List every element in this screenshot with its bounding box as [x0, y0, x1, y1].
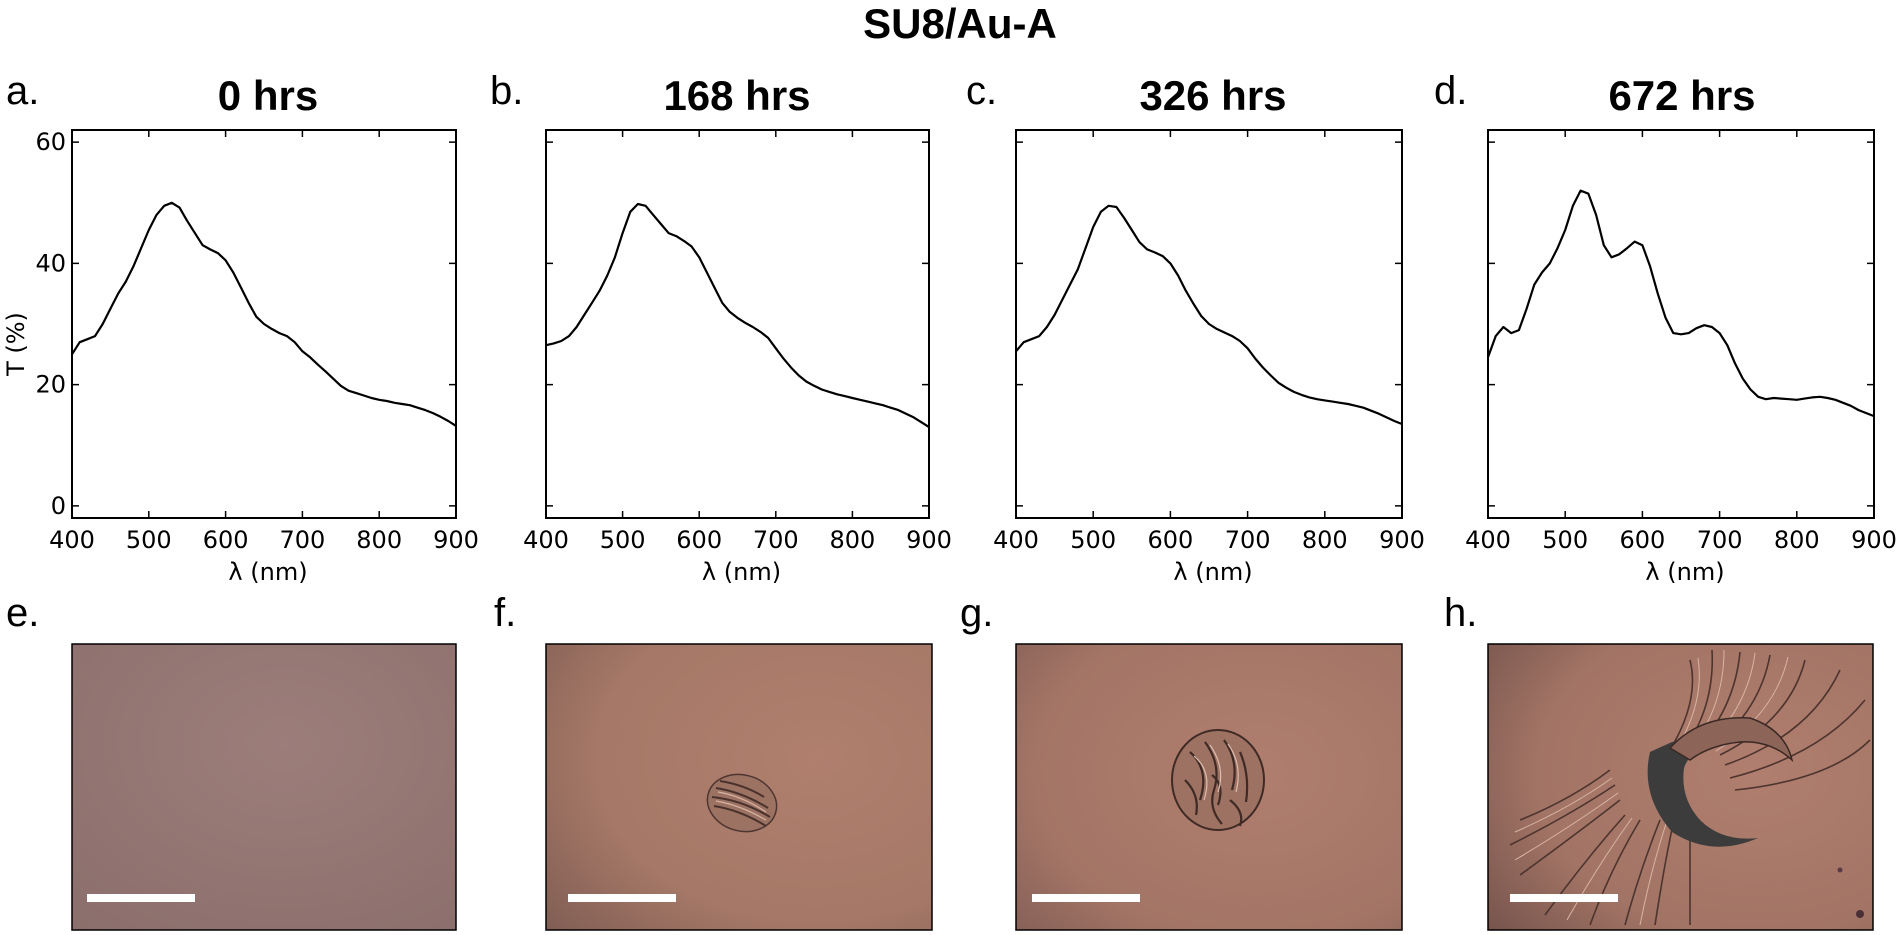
- x-tick-label: 700: [279, 526, 325, 554]
- x-tick-label: 500: [1070, 526, 1116, 554]
- y-tick-label: 60: [35, 128, 66, 156]
- x-tick-label: 400: [49, 526, 95, 554]
- x-tick-label: 600: [203, 526, 249, 554]
- x-tick-label: 900: [433, 526, 479, 554]
- delaminated-hole: [1647, 740, 1758, 847]
- x-tick-label: 800: [829, 526, 875, 554]
- x-tick-label: 900: [1379, 526, 1425, 554]
- x-axis-label: λ (nm): [702, 558, 781, 586]
- chart-panel-c: c. 326 hrs 400 500 600 700 800 900 λ (nm): [966, 69, 1425, 586]
- x-axis-label: λ (nm): [1645, 558, 1724, 586]
- x-tick-label: 400: [1465, 526, 1511, 554]
- spectrum-line: [1486, 189, 1875, 418]
- plot-frame: [545, 129, 930, 519]
- panel-label: h.: [1444, 591, 1477, 635]
- chart-panel-b: b. 168 hrs 400 500 600 700 800 900 λ (nm): [490, 69, 952, 586]
- debris-spot: [1837, 867, 1843, 873]
- image-panel-g: g.: [960, 591, 1403, 931]
- folded-film-edge: [1668, 717, 1794, 763]
- panel-label: c.: [966, 69, 997, 113]
- scale-bar: [87, 894, 195, 902]
- plot-frame: [1487, 129, 1875, 519]
- plot-frame: [71, 129, 457, 519]
- x-tick-label: 500: [1542, 526, 1588, 554]
- wrinkled-blister: [706, 773, 778, 833]
- scale-bar: [1510, 894, 1618, 902]
- x-tick-label: 700: [1697, 526, 1743, 554]
- x-tick-label: 700: [1225, 526, 1271, 554]
- plot-frame: [1015, 129, 1403, 519]
- scale-bar: [568, 894, 676, 902]
- x-tick-label: 500: [600, 526, 646, 554]
- panel-label: e.: [6, 591, 39, 635]
- panel-label: f.: [494, 591, 516, 635]
- x-tick-label: 800: [1302, 526, 1348, 554]
- chart-title: 672 hrs: [1608, 72, 1755, 119]
- wrinkle-field-highlight: [1514, 649, 1789, 926]
- x-tick-label: 900: [1851, 526, 1897, 554]
- x-tick-label: 800: [1774, 526, 1820, 554]
- panel-label: a.: [6, 69, 39, 113]
- x-tick-label: 700: [753, 526, 799, 554]
- x-tick-label: 600: [1147, 526, 1193, 554]
- panel-label: b.: [490, 69, 523, 113]
- spectrum-line: [545, 202, 930, 429]
- image-panel-f: f.: [494, 591, 933, 931]
- chart-title: 326 hrs: [1139, 72, 1286, 119]
- chart-panel-a: a. 0 hrs 400 500 600 700 800 900 0 20 40 60 λ (nm)…: [2, 69, 479, 586]
- x-axis-label: λ (nm): [1173, 558, 1252, 586]
- wrinkle-field: [1509, 649, 1871, 926]
- x-axis-label: λ (nm): [228, 558, 307, 586]
- chart-title: 168 hrs: [663, 72, 810, 119]
- x-tick-label: 900: [906, 526, 952, 554]
- x-tick-label: 600: [1619, 526, 1665, 554]
- y-tick-label: 0: [51, 492, 66, 520]
- figure-title: SU8/Au-A: [863, 0, 1057, 47]
- y-tick-label: 20: [35, 371, 66, 399]
- chart-panel-d: d. 672 hrs 400 500 600 700 800 900 λ (nm): [1434, 69, 1897, 586]
- panel-label: g.: [960, 591, 993, 635]
- x-tick-label: 500: [126, 526, 172, 554]
- y-axis-label: T (%): [2, 312, 30, 377]
- spectrum-line: [71, 201, 457, 427]
- micrograph: [71, 643, 457, 931]
- spectrum-line: [1015, 204, 1403, 426]
- x-tick-label: 400: [523, 526, 569, 554]
- image-panel-h: h.: [1444, 591, 1874, 931]
- y-tick-label: 40: [35, 249, 66, 277]
- scale-bar: [1032, 894, 1140, 902]
- image-panel-e: e.: [6, 591, 457, 931]
- wrinkled-blister: [1171, 729, 1265, 831]
- x-tick-label: 400: [993, 526, 1039, 554]
- x-tick-label: 600: [676, 526, 722, 554]
- panel-label: d.: [1434, 69, 1467, 113]
- chart-title: 0 hrs: [218, 72, 318, 119]
- debris-spot: [1856, 910, 1864, 918]
- x-tick-label: 800: [356, 526, 402, 554]
